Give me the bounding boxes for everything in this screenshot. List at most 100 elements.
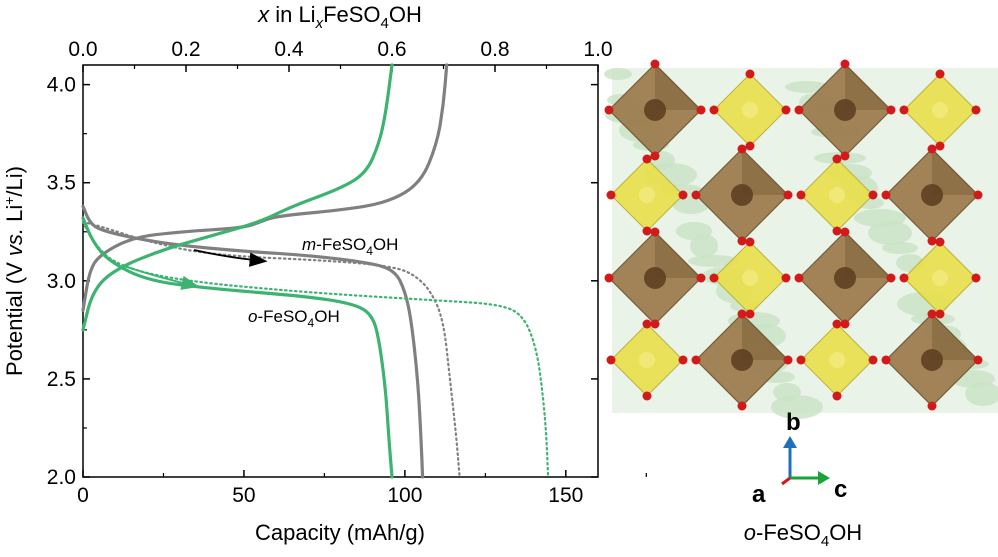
density-blob xyxy=(673,196,709,214)
oxygen-atom xyxy=(606,355,616,365)
oxygen-atom xyxy=(691,355,701,365)
oxygen-atom xyxy=(868,190,878,200)
fe-atom xyxy=(731,349,753,371)
axis-label-a: a xyxy=(752,481,766,508)
fe-octahedron-facet xyxy=(845,64,891,110)
arrow-o xyxy=(123,265,200,290)
oxygen-atom xyxy=(606,190,616,200)
oxygen-atom xyxy=(881,355,891,365)
oxygen-atom xyxy=(783,355,793,365)
a-axis-arrow xyxy=(781,476,791,486)
oxygen-atom xyxy=(745,141,755,151)
structure-oxygen-atoms xyxy=(604,59,983,411)
oxygen-atom xyxy=(840,59,850,69)
oxygen-atom xyxy=(927,309,937,319)
series-line-3 xyxy=(81,220,550,479)
oxygen-atom xyxy=(696,105,706,115)
oxygen-atom xyxy=(840,227,850,237)
s-atom xyxy=(742,102,758,118)
oxygen-atom xyxy=(642,154,652,164)
oxygen-atom xyxy=(642,391,652,401)
y-axis-title: Potential (V vs. Li+/Li) xyxy=(1,166,27,376)
oxygen-atom xyxy=(840,151,850,161)
oxygen-atom xyxy=(832,226,842,236)
y-tick-label: 3.0 xyxy=(47,270,76,293)
oxygen-atom xyxy=(678,355,688,365)
s-atom xyxy=(742,270,758,286)
top-tick-label: 0.0 xyxy=(68,38,97,61)
fe-atom xyxy=(644,267,666,289)
oxygen-atom xyxy=(604,105,614,115)
oxygen-atom xyxy=(650,151,660,161)
oxygen-atom xyxy=(745,309,755,319)
oxygen-atom xyxy=(709,273,719,283)
x-tick-label: 150 xyxy=(548,484,583,507)
oxygen-atom xyxy=(927,401,937,411)
oxygen-atom xyxy=(935,237,945,247)
oxygen-atom xyxy=(832,154,842,164)
structure-polyhedra xyxy=(608,63,979,407)
x-axis-title: Capacity (mAh/g) xyxy=(255,520,425,545)
tick-labels: 0 50 100 150 2.0 2.5 3.0 3.5 4.0 0.0 0.2 0.4 0.6 0.8 1… xyxy=(47,38,613,507)
top-tick-label: 0.6 xyxy=(377,38,406,61)
density-blob xyxy=(882,242,918,254)
fe-octahedron-facet xyxy=(932,314,978,360)
oxygen-atom xyxy=(927,144,937,154)
density-blob xyxy=(854,209,906,227)
oxygen-atom xyxy=(927,236,937,246)
fe-octahedron-facet xyxy=(655,232,701,278)
oxygen-atom xyxy=(737,309,747,319)
oxygen-atom xyxy=(696,273,706,283)
oxygen-atom xyxy=(783,190,793,200)
fe-atom xyxy=(644,99,666,121)
density-blob xyxy=(688,255,740,267)
density-blob xyxy=(785,81,829,93)
oxygen-atom xyxy=(650,227,660,237)
s-atom xyxy=(639,187,655,203)
s-atom xyxy=(829,187,845,203)
oxygen-atom xyxy=(796,190,806,200)
density-blob xyxy=(965,382,998,406)
s-atom xyxy=(829,352,845,368)
oxygen-atom xyxy=(840,319,850,329)
axis-label-c: c xyxy=(834,476,847,503)
top-tick-label: 1.0 xyxy=(583,38,612,61)
x-tick-label: 0 xyxy=(77,484,89,507)
plot-frame xyxy=(82,64,599,478)
s-atom xyxy=(932,102,948,118)
oxygen-atom xyxy=(745,237,755,247)
oxygen-atom xyxy=(796,355,806,365)
oxygen-atom xyxy=(650,59,660,69)
y-tick-label: 2.0 xyxy=(47,466,76,489)
axis-indicator: b a c xyxy=(752,409,847,508)
oxygen-atom xyxy=(971,273,981,283)
series-line-4 xyxy=(81,216,394,479)
oxygen-atom xyxy=(832,391,842,401)
density-blob xyxy=(771,395,823,419)
structure-caption: o-FeSO4OH xyxy=(744,520,862,550)
oxygen-atom xyxy=(935,309,945,319)
y-tick-label: 2.5 xyxy=(47,368,76,391)
oxygen-atom xyxy=(971,105,981,115)
x-tick-label: 100 xyxy=(387,484,422,507)
fe-octahedron-facet xyxy=(655,64,701,110)
oxygen-atom xyxy=(935,69,945,79)
oxygen-atom xyxy=(973,355,983,365)
c-axis-arrowhead xyxy=(818,471,830,485)
oxygen-atom xyxy=(881,190,891,200)
oxygen-atom xyxy=(935,141,945,151)
oxygen-atom xyxy=(642,319,652,329)
top-tick-label: 0.8 xyxy=(480,38,509,61)
top-tick-label: 0.2 xyxy=(171,38,200,61)
arrow-m xyxy=(193,249,268,267)
fe-atom xyxy=(834,99,856,121)
b-axis-arrowhead xyxy=(783,436,797,448)
y-tick-label: 3.5 xyxy=(47,172,76,195)
y-tick-label: 4.0 xyxy=(47,74,76,97)
oxygen-atom xyxy=(737,236,747,246)
annotation-o-feso4oh: o-FeSO4OH xyxy=(248,307,340,330)
fe-octahedron-facet xyxy=(845,232,891,278)
oxygen-atom xyxy=(899,105,909,115)
oxygen-atom xyxy=(737,401,747,411)
